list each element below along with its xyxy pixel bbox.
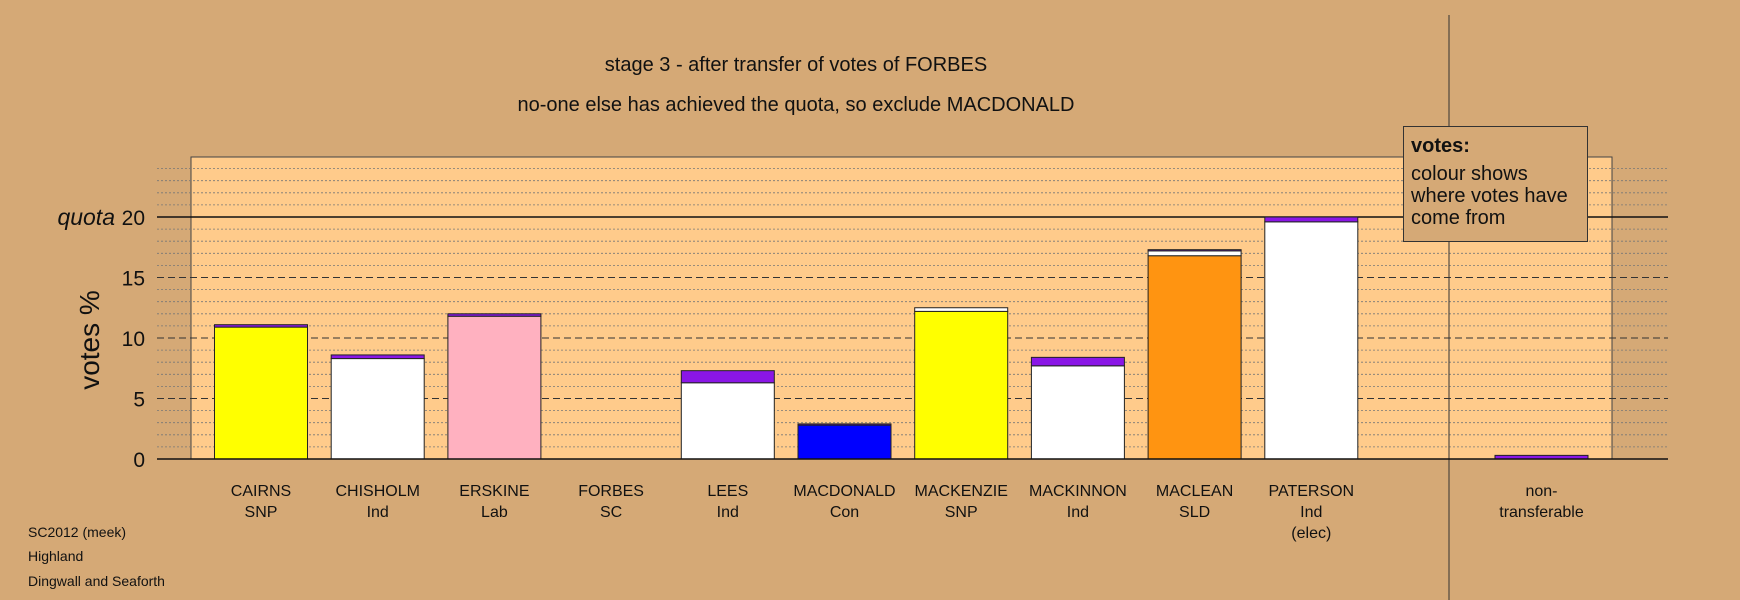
- nontransferable-label: transferable: [1499, 504, 1584, 521]
- party-label: SC: [600, 504, 622, 521]
- party-label: Lab: [481, 504, 508, 521]
- bar-segment: [914, 307, 1009, 312]
- bar-segment: [330, 354, 425, 360]
- category-label: MACKENZIE: [915, 483, 1008, 500]
- bar-segment: [1030, 365, 1125, 460]
- party-label: SNP: [945, 504, 978, 521]
- party-label: Ind: [1300, 504, 1322, 521]
- y-tick-label: 0: [133, 449, 145, 472]
- bar-segment: [1147, 255, 1242, 460]
- bar-segment: [447, 313, 542, 317]
- footer-region: Highland: [28, 548, 84, 564]
- legend-title: votes:: [1411, 135, 1470, 157]
- bar-segment: [797, 424, 892, 460]
- quota-label: quota: [57, 204, 115, 230]
- bar-segment: [1264, 221, 1359, 460]
- category-label: LEES: [707, 483, 748, 500]
- y-tick-label: 5: [133, 389, 145, 412]
- bar-segment: [214, 326, 308, 460]
- bar-segment: [1147, 249, 1242, 252]
- bar-segment: [214, 324, 308, 328]
- plot-area: [190, 156, 1613, 460]
- category-label: MACKINNON: [1029, 483, 1127, 500]
- y-axis-label: votes %: [74, 290, 105, 390]
- category-label: PATERSON: [1268, 483, 1354, 500]
- category-label: FORBES: [578, 483, 644, 500]
- footer-method: SC2012 (meek): [28, 524, 127, 540]
- y-tick-label: 20: [122, 207, 145, 230]
- party-label: Ind: [1067, 504, 1089, 521]
- bar-segment: [1264, 216, 1359, 223]
- category-label: MACDONALD: [793, 483, 895, 500]
- bar-segment: [330, 358, 425, 460]
- chart-subtitle: no-one else has achieved the quota, so e…: [517, 94, 1075, 116]
- party-label: Con: [830, 504, 859, 521]
- party-label: Ind: [717, 504, 739, 521]
- legend-box: votes: colour shows where votes have com…: [1403, 126, 1588, 242]
- chart-title: stage 3 - after transfer of votes of FOR…: [604, 54, 988, 76]
- y-tick-label: 10: [122, 328, 145, 351]
- category-label: ERSKINE: [459, 483, 529, 500]
- legend-text: colour shows where votes have come from: [1411, 163, 1568, 229]
- party-label: SNP: [245, 504, 278, 521]
- category-label: CHISHOLM: [335, 483, 419, 500]
- bar-segment: [1030, 356, 1125, 367]
- y-tick-label: 15: [122, 268, 145, 291]
- bar-segment: [797, 423, 892, 426]
- party-label: SLD: [1179, 504, 1210, 521]
- bar-segment: [447, 315, 542, 460]
- category-label: MACLEAN: [1156, 483, 1233, 500]
- nontransferable-label: non-: [1525, 483, 1557, 500]
- bar-segment: [680, 382, 775, 460]
- party-label: Ind: [367, 504, 389, 521]
- bar-segment: [914, 310, 1009, 460]
- category-label: CAIRNS: [231, 483, 291, 500]
- footer-ward: Dingwall and Seaforth: [28, 573, 165, 589]
- status-label: (elec): [1291, 525, 1331, 542]
- bar-segment: [1147, 250, 1242, 257]
- bar-segment: [680, 370, 775, 384]
